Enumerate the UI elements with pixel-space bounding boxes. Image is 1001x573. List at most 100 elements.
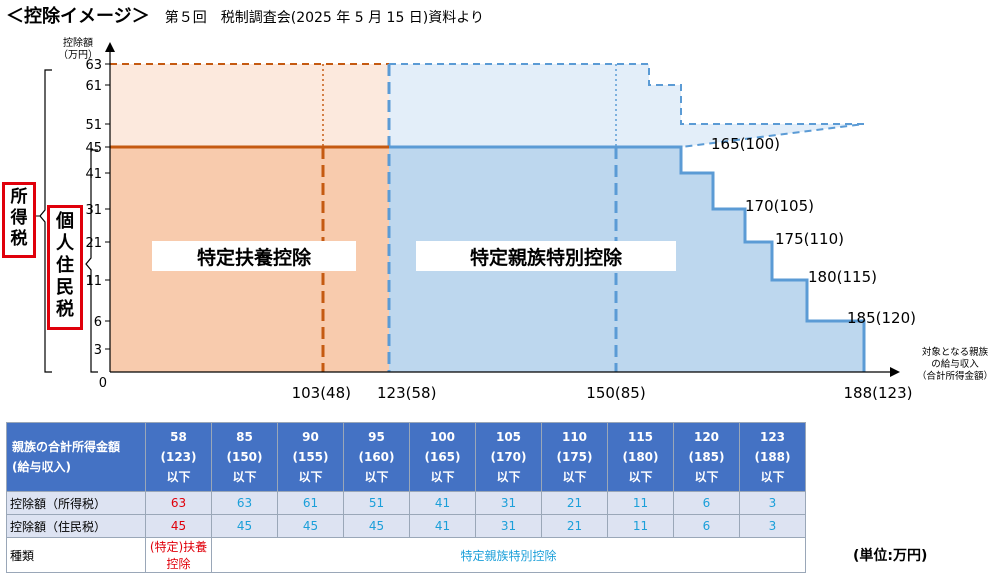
y-tick-label: 0 — [99, 376, 107, 391]
table-cell: 51 — [343, 491, 410, 515]
table-cell: 6 — [673, 491, 740, 515]
zone-label-b-bg — [416, 241, 676, 271]
row-label: 控除額（所得税） — [6, 491, 146, 515]
table-row-type: 種類 (特定)扶養控除 特定親族特別控除 — [6, 537, 806, 573]
table-header-cell: 120 (185) 以下 — [673, 422, 740, 492]
header-cell-line: 85 — [236, 430, 253, 444]
table-cell: 45 — [145, 514, 212, 538]
table-header-row: 親族の合計所得金額 (給与収入) 58 (123) 以下 85 (150) 以下 90 (155… — [6, 422, 806, 492]
table-header-cell: 115 (180) 以下 — [607, 422, 674, 492]
table-cell: 3 — [739, 514, 806, 538]
table-header-cell: 90 (155) 以下 — [277, 422, 344, 492]
table-header-cell: 95 (160) 以下 — [343, 422, 410, 492]
header-cell-line: 95 — [368, 430, 385, 444]
income-tax-orange-fill — [110, 64, 389, 147]
table-cell: 3 — [739, 491, 806, 515]
zone-label-a-bg — [152, 241, 356, 271]
step-label: 170(105) — [745, 197, 814, 215]
resident-tax-blue-line — [389, 145, 866, 372]
header-cell-line: (170) — [490, 450, 527, 464]
x-axis-arrow — [890, 367, 900, 377]
header-cell-line: (150) — [226, 450, 263, 464]
header-cell-line: 以下 — [562, 470, 587, 484]
zone-label-b: 特定親族特別控除 — [470, 246, 623, 269]
row-label: 控除額（住民税） — [6, 514, 146, 538]
y-tick-label: 63 — [85, 58, 102, 73]
x-tick-label: 150(85) — [586, 384, 645, 402]
y-tick-label: 21 — [85, 236, 102, 251]
header-cell-line: 以下 — [232, 470, 257, 484]
income-tax-blue-line — [389, 63, 865, 148]
table-header-cell: 100 (165) 以下 — [409, 422, 476, 492]
x-axis-title: 対象となる親族 — [922, 346, 989, 358]
table-cell: 11 — [607, 514, 674, 538]
zone-label-a: 特定扶養控除 — [197, 246, 312, 269]
unit-note: (単位:万円) — [853, 548, 928, 564]
table-header-cell: 58 (123) 以下 — [145, 422, 212, 492]
income-tax-label: 所得税 — [2, 182, 36, 258]
header-cell-line: 以下 — [694, 470, 719, 484]
type-cell-special: 特定親族特別控除 — [211, 537, 806, 573]
table-header-cell: 105 (170) 以下 — [475, 422, 542, 492]
type-cell-dependent: (特定)扶養控除 — [145, 537, 212, 573]
resident-tax-brace — [85, 149, 98, 373]
table-header-label: 親族の合計所得金額 (給与収入) — [6, 422, 146, 492]
x-tick-label: 123(58) — [377, 384, 436, 402]
header-cell-line: (160) — [358, 450, 395, 464]
deduction-table: 親族の合計所得金額 (給与収入) 58 (123) 以下 85 (150) 以下 90 (155… — [6, 422, 806, 573]
resident-tax-text: 個人住民税 — [56, 211, 74, 320]
y-tick-label: 3 — [94, 343, 102, 358]
header-cell-line: (188) — [754, 450, 791, 464]
table-row-income-tax: 控除額（所得税） 63 63 61 51 41 31 21 11 6 3 — [6, 491, 806, 515]
y-tick-label: 45 — [85, 141, 102, 156]
page-title: ＜控除イメージ＞ — [6, 6, 150, 27]
y-axis-unit: （万円） — [58, 49, 98, 61]
table-cell: 63 — [211, 491, 278, 515]
y-axis-arrow — [105, 42, 115, 52]
step-label: 180(115) — [808, 268, 877, 286]
y-tick-label: 6 — [94, 315, 102, 330]
header-cell-line: 以下 — [760, 470, 785, 484]
table-header-cell: 123 (188) 以下 — [739, 422, 806, 492]
step-label: 185(120) — [847, 309, 916, 327]
header-cell-line: 以下 — [298, 470, 323, 484]
row-label: 種類 — [6, 537, 146, 573]
table-cell: 45 — [343, 514, 410, 538]
table-cell: 41 — [409, 514, 476, 538]
header-cell-line: 以下 — [430, 470, 455, 484]
header-cell-line: (123) — [160, 450, 197, 464]
resident-tax-label: 個人住民税 — [47, 205, 83, 330]
y-tick-label: 51 — [85, 118, 102, 133]
header-cell-line: 90 — [302, 430, 319, 444]
table-cell: 63 — [145, 491, 212, 515]
header-cell-line: (165) — [424, 450, 461, 464]
table-cell: 45 — [211, 514, 278, 538]
y-tick-label: 61 — [85, 79, 102, 94]
header-cell-line: (175) — [556, 450, 593, 464]
x-axis-title: （合計所得金額） — [917, 370, 993, 382]
table-header-cell: 85 (150) 以下 — [211, 422, 278, 492]
table-cell: 41 — [409, 491, 476, 515]
x-tick-label: 188(123) — [844, 384, 913, 402]
table-header-cell: 110 (175) 以下 — [541, 422, 608, 492]
header-cell-line: 110 — [561, 430, 588, 444]
y-tick-label: 11 — [85, 274, 102, 289]
y-axis-title: 控除額 — [63, 36, 93, 49]
table-cell: 11 — [607, 491, 674, 515]
x-axis-title: の給与収入 — [931, 358, 979, 370]
step-label: 165(100) — [711, 135, 780, 153]
header-cell-line: 以下 — [628, 470, 653, 484]
table-cell: 21 — [541, 514, 608, 538]
table-cell: 45 — [277, 514, 344, 538]
y-tick-label: 31 — [85, 203, 102, 218]
step-label: 175(110) — [775, 230, 844, 248]
table-cell: 61 — [277, 491, 344, 515]
x-tick-label: 103(48) — [292, 384, 351, 402]
header-cell-line: (155) — [292, 450, 329, 464]
header-cell-line: 115 — [627, 430, 654, 444]
deduction-chart: 0 3 6 11 21 31 41 45 51 61 63 控除額（万円） 103(48) 123(58)… — [31, 36, 993, 402]
page-header: ＜控除イメージ＞ 第５回 税制調査会(2025 年 5 月 15 日)資料より — [6, 2, 484, 28]
table-cell: 21 — [541, 491, 608, 515]
income-tax-blue-fill — [389, 64, 864, 147]
header-cell-line: 58 — [170, 430, 187, 444]
